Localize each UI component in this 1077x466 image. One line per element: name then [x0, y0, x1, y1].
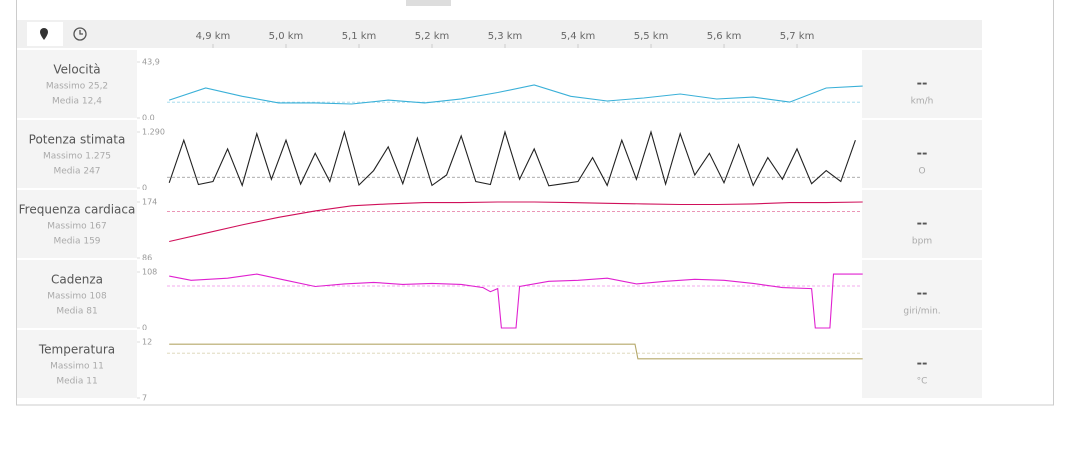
row-mean: Media 11 [56, 377, 97, 387]
y-tick-label: 108 [142, 268, 157, 277]
plot-cell [137, 50, 862, 118]
y-tick-label: 12 [142, 338, 152, 347]
row-title: Potenza stimata [29, 133, 126, 147]
row-max: Massimo 25,2 [46, 82, 108, 92]
unit-label: km/h [911, 97, 934, 107]
pin-icon [40, 28, 48, 40]
row-title: Velocità [53, 63, 100, 77]
current-value: -- [917, 147, 928, 162]
current-value: -- [917, 287, 928, 302]
current-value: -- [917, 217, 928, 232]
value-cell [862, 330, 982, 398]
plot-cell [137, 190, 862, 258]
plot-cell [137, 260, 862, 328]
axis-header [17, 20, 982, 48]
row-max: Massimo 108 [47, 292, 107, 302]
plot-cell [137, 330, 862, 398]
label-cell [17, 260, 137, 328]
scroll-handle [406, 0, 451, 6]
row-mean: Media 81 [56, 307, 97, 317]
row-title: Frequenza cardiaca [19, 203, 136, 217]
value-cell [862, 120, 982, 188]
current-value: -- [917, 77, 928, 92]
y-tick-label: 43,9 [142, 58, 160, 67]
label-cell [17, 50, 137, 118]
x-tick-label: 5,6 km [707, 31, 742, 42]
row-max: Massimo 167 [47, 222, 106, 232]
x-tick-label: 5,0 km [269, 31, 304, 42]
row-mean: Media 159 [53, 237, 100, 247]
data-line [169, 273, 863, 329]
x-tick-label: 5,7 km [780, 31, 815, 42]
y-tick-label: 0,0 [142, 114, 155, 123]
y-tick-label: 174 [142, 198, 157, 207]
row-max: Massimo 1.275 [43, 152, 111, 162]
data-line [168, 129, 856, 188]
value-cell [862, 190, 982, 258]
x-tick-label: 5,4 km [561, 31, 596, 42]
y-tick-label: 7 [142, 394, 147, 403]
plot-cell [137, 120, 862, 188]
clock-icon[interactable] [73, 27, 87, 41]
x-tick-label: 5,5 km [634, 31, 669, 42]
label-cell [17, 190, 137, 258]
unit-label: O [918, 167, 925, 177]
label-cell [17, 330, 137, 398]
data-line [169, 201, 863, 243]
row-mean: Media 247 [53, 167, 100, 177]
label-cell [17, 120, 137, 188]
unit-label: °C [917, 377, 928, 387]
value-cell [862, 260, 982, 328]
row-max: Massimo 11 [50, 362, 104, 372]
data-line [169, 84, 863, 105]
current-value: -- [917, 357, 928, 372]
y-tick-label: 1.290 [142, 128, 165, 137]
x-tick-label: 5,3 km [488, 31, 523, 42]
row-title: Temperatura [38, 343, 115, 357]
y-tick-label: 86 [142, 254, 152, 263]
x-tick-label: 5,2 km [415, 31, 450, 42]
value-cell [862, 50, 982, 118]
row-title: Cadenza [51, 273, 103, 287]
y-tick-label: 0 [142, 324, 147, 333]
unit-label: giri/min. [903, 307, 940, 317]
x-tick-label: 5,1 km [342, 31, 377, 42]
unit-label: bpm [912, 237, 932, 247]
data-line [169, 343, 863, 360]
x-tick-label: 4,9 km [196, 31, 231, 42]
y-tick-label: 0 [142, 184, 147, 193]
row-mean: Media 12,4 [52, 97, 102, 107]
